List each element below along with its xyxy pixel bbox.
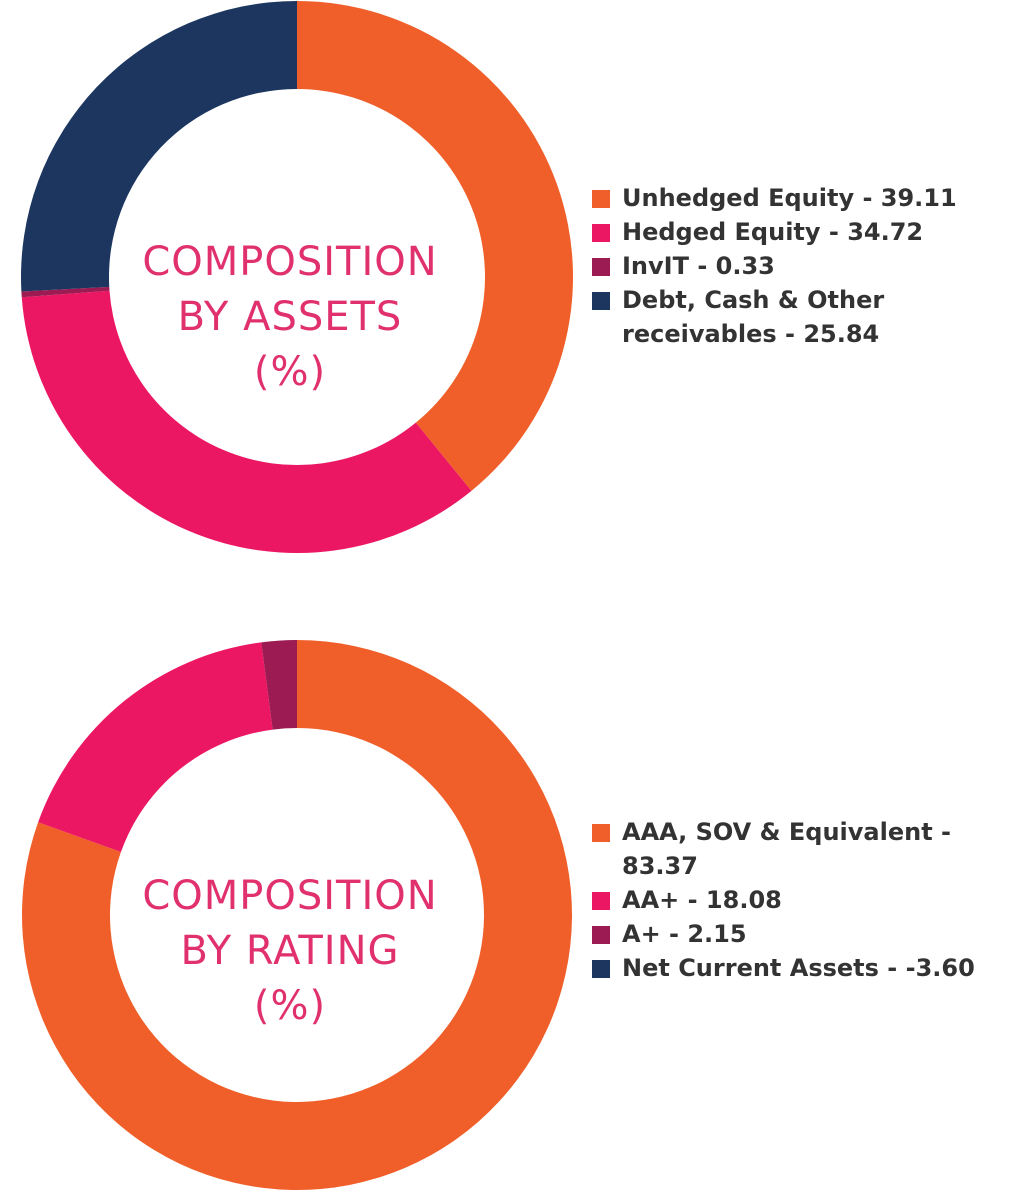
chart-center-title: COMPOSITION BY ASSETS (%) xyxy=(110,235,470,400)
slice-debt-cash-other xyxy=(21,1,297,292)
slice-aaa-sov-equivalent xyxy=(21,640,572,1190)
donut-chart-assets xyxy=(21,1,573,554)
slice-hedged-equity xyxy=(21,290,472,554)
legend: AAA, SOV & Equivalent - 83.37 AA+ - 18.0… xyxy=(592,815,1021,985)
legend-item: Debt, Cash & Other receivables - 25.84 xyxy=(592,283,1021,351)
legend-item: AAA, SOV & Equivalent - 83.37 xyxy=(592,815,1021,883)
legend: Unhedged Equity - 39.11 Hedged Equity - … xyxy=(592,181,1021,351)
chart-composition-by-assets: COMPOSITION BY ASSETS (%) Unhedged Equit… xyxy=(0,0,1021,560)
slice-a-plus xyxy=(261,640,297,730)
legend-swatch xyxy=(592,926,610,944)
legend-item: Net Current Assets - -3.60 xyxy=(592,951,1021,985)
center-title-line-3: (%) xyxy=(253,983,327,1029)
center-title-line-3: (%) xyxy=(253,349,327,395)
donut-chart-rating xyxy=(21,640,572,1190)
legend-label: InvIT - 0.33 xyxy=(622,252,775,280)
legend-item: AA+ - 18.08 xyxy=(592,883,1021,917)
legend-item: Hedged Equity - 34.72 xyxy=(592,215,1021,249)
legend-swatch xyxy=(592,824,610,842)
legend-label: A+ - 2.15 xyxy=(622,920,747,948)
legend-item: A+ - 2.15 xyxy=(592,917,1021,951)
chart-composition-by-rating: COMPOSITION BY RATING (%) AAA, SOV & Equ… xyxy=(0,632,1021,1202)
slice-unhedged-equity xyxy=(297,1,573,491)
legend-label: Debt, Cash & Other receivables - 25.84 xyxy=(622,286,885,348)
slice-aa-plus xyxy=(38,642,273,852)
legend-swatch xyxy=(592,892,610,910)
legend-label: Net Current Assets - -3.60 xyxy=(622,954,975,982)
center-title-line-2: BY ASSETS xyxy=(177,294,403,340)
center-title-line-1: COMPOSITION xyxy=(142,239,438,285)
legend-swatch xyxy=(592,224,610,242)
legend-label: Unhedged Equity - 39.11 xyxy=(622,184,957,212)
legend-swatch xyxy=(592,190,610,208)
legend-item: Unhedged Equity - 39.11 xyxy=(592,181,1021,215)
legend-label: Hedged Equity - 34.72 xyxy=(622,218,924,246)
legend-label: AA+ - 18.08 xyxy=(622,886,782,914)
legend-swatch xyxy=(592,960,610,978)
legend-swatch xyxy=(592,292,610,310)
legend-swatch xyxy=(592,258,610,276)
chart-center-title: COMPOSITION BY RATING (%) xyxy=(110,869,470,1034)
center-title-line-1: COMPOSITION xyxy=(142,873,438,919)
legend-label: AAA, SOV & Equivalent - 83.37 xyxy=(622,818,952,880)
legend-item: InvIT - 0.33 xyxy=(592,249,1021,283)
center-title-line-2: BY RATING xyxy=(180,928,400,974)
slice-invit xyxy=(21,286,110,298)
